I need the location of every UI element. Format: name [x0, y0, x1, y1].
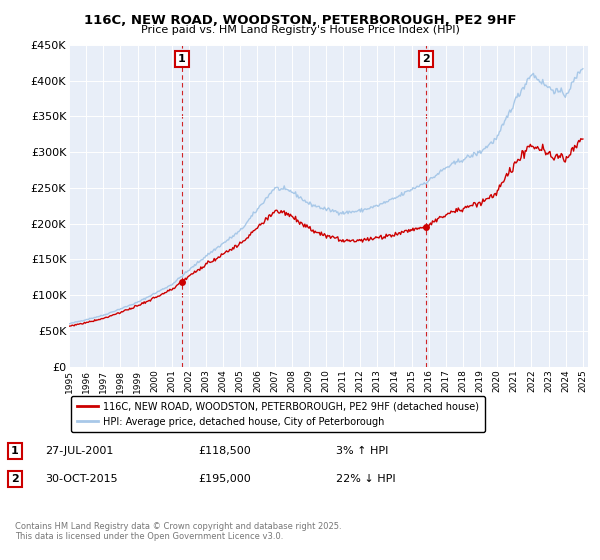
Legend: 116C, NEW ROAD, WOODSTON, PETERBOROUGH, PE2 9HF (detached house), HPI: Average p: 116C, NEW ROAD, WOODSTON, PETERBOROUGH, …: [71, 396, 485, 432]
Text: 1: 1: [178, 54, 185, 64]
Text: 3% ↑ HPI: 3% ↑ HPI: [336, 446, 388, 456]
Text: 1: 1: [11, 446, 19, 456]
Text: 116C, NEW ROAD, WOODSTON, PETERBOROUGH, PE2 9HF: 116C, NEW ROAD, WOODSTON, PETERBOROUGH, …: [84, 14, 516, 27]
Text: £118,500: £118,500: [198, 446, 251, 456]
Text: 22% ↓ HPI: 22% ↓ HPI: [336, 474, 395, 484]
Text: 27-JUL-2001: 27-JUL-2001: [45, 446, 113, 456]
Text: £195,000: £195,000: [198, 474, 251, 484]
Text: Price paid vs. HM Land Registry's House Price Index (HPI): Price paid vs. HM Land Registry's House …: [140, 25, 460, 35]
Text: 30-OCT-2015: 30-OCT-2015: [45, 474, 118, 484]
Text: 2: 2: [11, 474, 19, 484]
Text: Contains HM Land Registry data © Crown copyright and database right 2025.
This d: Contains HM Land Registry data © Crown c…: [15, 522, 341, 542]
Text: 2: 2: [422, 54, 430, 64]
